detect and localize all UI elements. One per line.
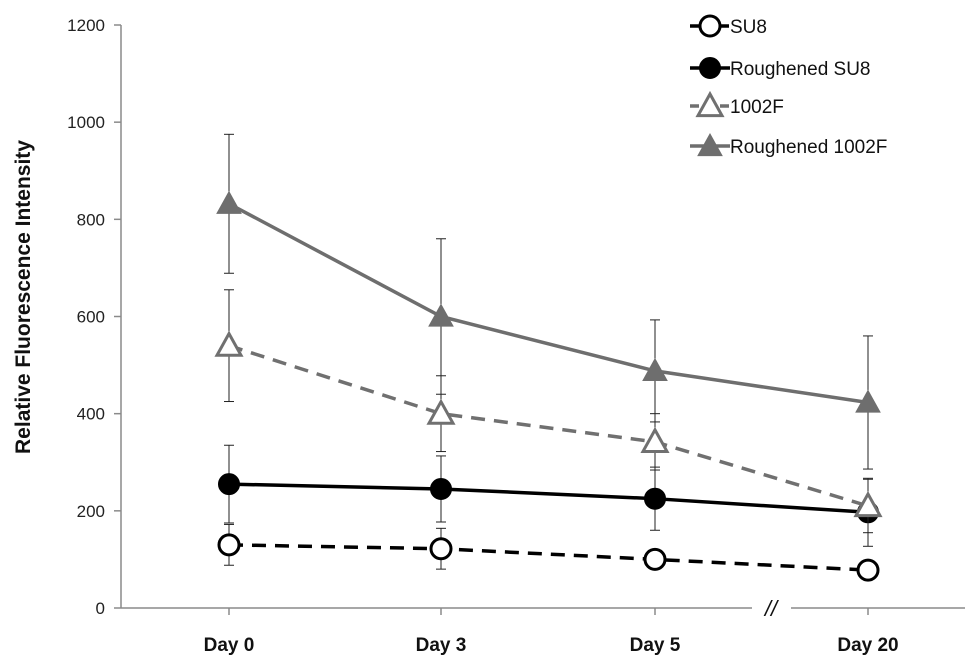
data-point xyxy=(855,389,881,413)
y-axis-label: Relative Fluorescence Intensity xyxy=(12,140,35,454)
series-1002f xyxy=(214,289,883,534)
data-point xyxy=(214,330,244,357)
y-tick-label: 1200 xyxy=(67,16,105,35)
series-line xyxy=(228,202,869,405)
legend-label: Roughened SU8 xyxy=(730,59,871,80)
data-point xyxy=(218,473,240,496)
data-point xyxy=(428,303,454,327)
data-point xyxy=(217,533,241,557)
legend: SU8 Roughened SU8 1002F Roughened 1002F xyxy=(690,14,887,158)
series-roughened-su8 xyxy=(218,444,879,547)
x-tick-label: Day 3 xyxy=(416,635,467,656)
y-tick-label: 800 xyxy=(77,210,105,229)
legend-item-1002f: 1002F xyxy=(690,90,784,118)
data-point xyxy=(853,490,883,518)
data-point xyxy=(430,477,452,500)
legend-marker xyxy=(699,57,721,79)
axes: // xyxy=(120,25,965,621)
x-tick-label: Day 20 xyxy=(837,635,898,656)
axis-break-mark: // xyxy=(763,596,779,621)
data-point xyxy=(643,547,667,571)
plot-area xyxy=(214,133,883,582)
legend-marker xyxy=(697,132,723,157)
series-su8 xyxy=(217,523,880,582)
data-point xyxy=(426,398,456,425)
series-line xyxy=(228,343,869,508)
legend-label: SU8 xyxy=(730,17,767,38)
data-point xyxy=(216,190,242,214)
series-line xyxy=(228,543,869,572)
data-point xyxy=(640,426,670,453)
data-point xyxy=(429,537,453,561)
y-ticks: 0 200 400 600 800 1000 1200 xyxy=(67,16,121,618)
legend-marker xyxy=(698,14,722,38)
series-roughened-1002f xyxy=(216,133,881,470)
data-point xyxy=(856,558,880,582)
series-line xyxy=(228,482,869,515)
legend-label: 1002F xyxy=(730,97,784,118)
legend-label: Roughened 1002F xyxy=(730,137,887,158)
legend-marker xyxy=(695,90,725,118)
y-tick-label: 0 xyxy=(96,599,105,618)
data-point xyxy=(644,487,666,510)
legend-item-roughened-1002f: Roughened 1002F xyxy=(690,132,887,158)
x-ticks: Day 0 Day 3 Day 5 Day 20 xyxy=(204,608,899,656)
y-tick-label: 1000 xyxy=(67,113,105,132)
legend-item-roughened-su8: Roughened SU8 xyxy=(690,57,871,80)
x-tick-label: Day 5 xyxy=(630,635,681,656)
y-tick-label: 600 xyxy=(77,308,105,327)
y-tick-label: 200 xyxy=(77,502,105,521)
x-tick-label: Day 0 xyxy=(204,635,255,656)
legend-item-su8: SU8 xyxy=(690,14,767,38)
y-tick-label: 400 xyxy=(77,405,105,424)
data-point xyxy=(642,357,668,382)
